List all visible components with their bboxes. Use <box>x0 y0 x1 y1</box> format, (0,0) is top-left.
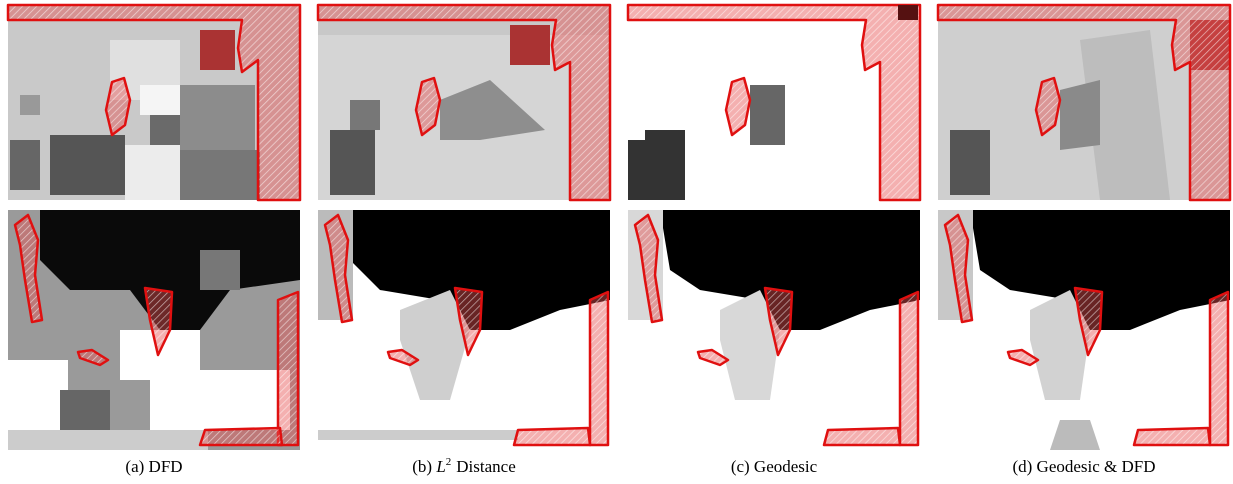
caption-sup: 2 <box>446 456 452 468</box>
caption-rest: Distance <box>456 457 515 476</box>
caption: (a) DFD <box>125 457 182 476</box>
caption: (d) Geodesic & DFD <box>1012 457 1155 476</box>
panel-b-top <box>318 5 610 200</box>
panel-c-bottom <box>628 210 920 450</box>
caption: (c) Geodesic <box>731 457 818 476</box>
panel-c-top <box>628 5 920 200</box>
panel-b-bottom <box>318 210 610 450</box>
caption-var: L <box>435 457 445 476</box>
caption: (b) L2 Distance <box>412 456 516 476</box>
caption-prefix: (b) <box>412 457 432 476</box>
panel-d-top <box>938 5 1230 200</box>
figure: (a) DFD (b) L2 Distance (c) Geodesic (d) … <box>0 0 1233 484</box>
panel-d-bottom <box>938 210 1230 450</box>
panel-a-top <box>8 5 300 200</box>
panel-a-bottom <box>8 210 300 450</box>
